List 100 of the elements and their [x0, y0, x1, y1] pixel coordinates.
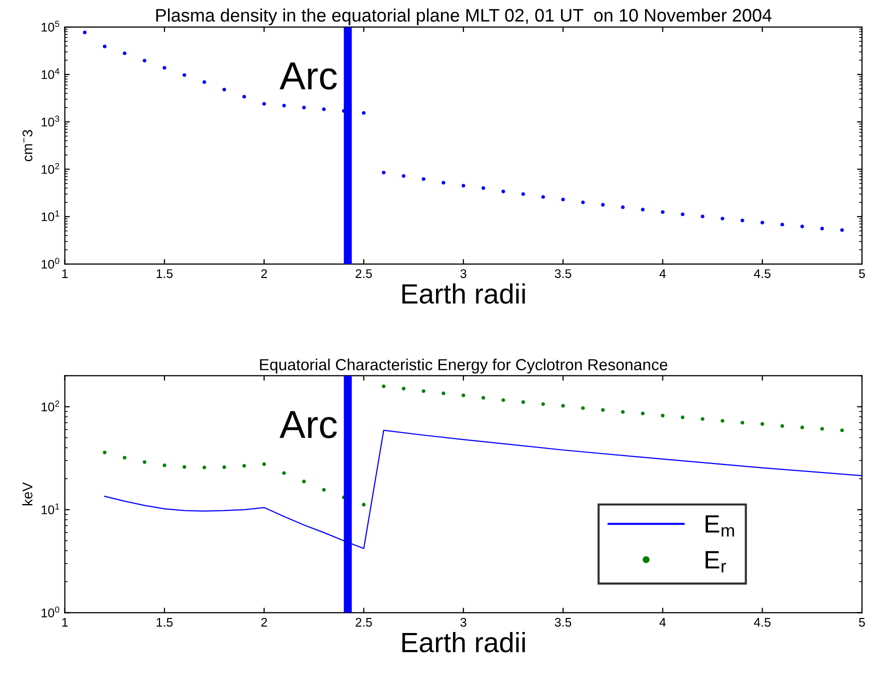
point — [800, 426, 804, 430]
point — [820, 226, 824, 230]
y-axis-title: cm$^{−}$3 — [22, 130, 32, 162]
point — [102, 450, 107, 454]
point — [581, 406, 585, 410]
point — [382, 384, 386, 388]
x-axis-title: Earth radii — [402, 283, 525, 304]
point — [162, 66, 166, 70]
point — [202, 80, 206, 84]
point — [122, 51, 126, 56]
point — [640, 208, 645, 212]
x-tick-label: 2.5 — [356, 269, 372, 278]
y-tick-label: 10$^{0}$ — [42, 606, 60, 618]
y-tick-label: 10$^{2}$ — [42, 163, 60, 174]
point — [660, 414, 665, 418]
point — [840, 228, 844, 232]
point — [82, 30, 87, 34]
y-tick-label: 10$^{0}$ — [42, 258, 60, 269]
legend-label: E$_{r}$ — [706, 551, 726, 572]
point — [521, 192, 526, 196]
x-tick-label: 1 — [62, 618, 68, 627]
point — [740, 420, 744, 425]
y-tick-label: 10$^{3}$ — [42, 116, 60, 126]
point — [142, 460, 146, 464]
point — [840, 428, 844, 432]
point — [302, 480, 306, 484]
y-tick-label: 10$^{1}$ — [42, 210, 60, 222]
point — [760, 422, 764, 426]
chart-title: Equatorial Characteristic Energy for Cyclotron Resonance — [260, 358, 668, 374]
point — [442, 391, 446, 396]
point — [700, 417, 704, 421]
point — [481, 396, 486, 400]
band-label: Arc — [280, 411, 337, 438]
point — [780, 222, 784, 226]
point — [382, 170, 386, 174]
point — [720, 216, 724, 220]
y-tick-label: 10$^{2}$ — [42, 400, 60, 412]
point — [322, 488, 326, 492]
point — [800, 224, 804, 228]
x-tick-label: 4.5 — [754, 269, 771, 278]
point — [820, 427, 824, 431]
point — [402, 386, 406, 390]
band-label: Arc — [280, 62, 337, 90]
point — [402, 174, 406, 178]
y-tick-label: 10$^{1}$ — [42, 503, 60, 514]
point — [442, 180, 446, 185]
x-tick-label: 3.5 — [554, 269, 572, 278]
x-tick-label: 1 — [62, 269, 68, 278]
y-tick-label: 10$^{4}$ — [42, 68, 60, 80]
point — [541, 195, 545, 199]
point — [242, 464, 246, 468]
point — [541, 402, 545, 406]
legend-label: E$_{m}$ — [706, 515, 734, 537]
x-tick-label: 2 — [261, 269, 267, 278]
point — [462, 394, 466, 398]
point — [262, 462, 266, 466]
point — [102, 44, 107, 48]
point — [282, 104, 286, 108]
point — [720, 418, 724, 423]
point — [182, 73, 186, 77]
point — [780, 424, 784, 428]
x-tick-label: 3 — [460, 269, 466, 278]
point — [422, 177, 426, 181]
point — [581, 200, 585, 204]
x-tick-label: 5 — [859, 269, 865, 278]
x-tick-label: 1.5 — [156, 618, 173, 627]
point — [222, 88, 226, 92]
point — [501, 190, 506, 194]
point — [561, 198, 565, 202]
point — [202, 466, 206, 470]
x-tick-label: 1.5 — [156, 269, 173, 278]
point — [242, 94, 246, 99]
point — [122, 456, 126, 460]
point — [760, 220, 764, 224]
x-tick-label: 3.5 — [554, 618, 572, 627]
point — [640, 412, 645, 416]
point — [740, 218, 744, 222]
x-tick-label: 2 — [261, 618, 267, 627]
x-tick-label: 4.5 — [754, 618, 771, 627]
x-tick-label: 3 — [460, 618, 466, 627]
x-tick-label: 4 — [660, 269, 666, 278]
point — [362, 111, 366, 115]
point — [621, 410, 625, 414]
y-tick-label: 10$^{5}$ — [42, 20, 60, 32]
point — [162, 463, 166, 468]
point — [322, 107, 326, 112]
point — [182, 465, 186, 469]
x-tick-label: 4 — [660, 618, 666, 627]
point — [222, 465, 226, 469]
point — [700, 214, 704, 218]
point — [680, 415, 684, 420]
point — [601, 202, 605, 207]
point — [601, 408, 605, 412]
point — [282, 471, 286, 475]
point — [501, 398, 506, 402]
point — [680, 212, 684, 216]
x-tick-label: 5 — [859, 618, 865, 627]
point — [362, 502, 366, 506]
point — [521, 400, 526, 404]
point — [302, 106, 306, 110]
